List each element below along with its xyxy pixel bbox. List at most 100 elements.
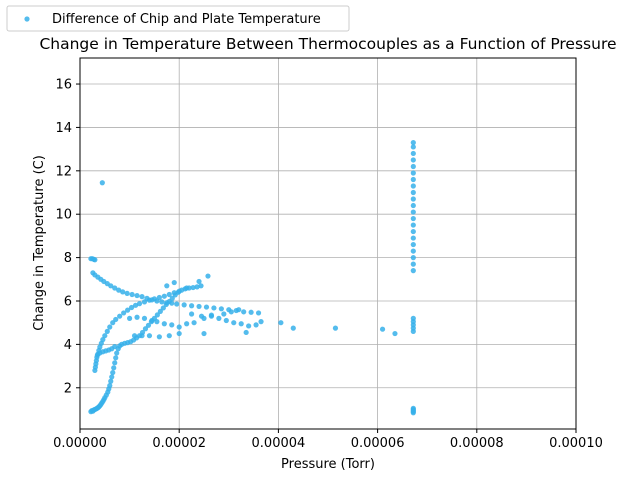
data-point bbox=[164, 300, 170, 306]
data-point bbox=[166, 291, 172, 298]
data-point bbox=[410, 209, 416, 215]
data-point bbox=[203, 304, 210, 310]
data-point bbox=[410, 222, 416, 228]
data-point bbox=[191, 320, 197, 326]
legend-label: Difference of Chip and Plate Temperature bbox=[52, 12, 321, 27]
data-point bbox=[112, 285, 118, 291]
data-point bbox=[189, 303, 195, 309]
data-point bbox=[410, 176, 416, 183]
data-point bbox=[236, 307, 242, 313]
x-tick-label: 0.00008 bbox=[450, 436, 504, 451]
data-point bbox=[379, 326, 386, 332]
data-point bbox=[114, 350, 120, 356]
data-point bbox=[176, 324, 182, 330]
data-point bbox=[129, 291, 135, 298]
data-point bbox=[184, 321, 190, 327]
y-tick-label: 14 bbox=[55, 121, 72, 136]
x-tick-label: 0.00004 bbox=[252, 436, 306, 451]
y-tick-label: 2 bbox=[64, 381, 72, 396]
data-point bbox=[189, 311, 195, 317]
data-point bbox=[108, 378, 114, 384]
data-point bbox=[221, 311, 227, 317]
data-point bbox=[166, 333, 172, 339]
data-point bbox=[205, 273, 211, 279]
data-point bbox=[410, 261, 416, 267]
data-point bbox=[290, 325, 296, 331]
data-point bbox=[255, 310, 262, 316]
data-point bbox=[120, 289, 126, 295]
data-point bbox=[113, 355, 119, 361]
data-point bbox=[171, 279, 177, 286]
data-point bbox=[174, 301, 180, 307]
data-point bbox=[112, 343, 118, 350]
data-point bbox=[228, 309, 234, 315]
data-point bbox=[410, 163, 416, 170]
data-point bbox=[124, 290, 130, 296]
x-axis-ticks: 0.00000 0.00002 0.00004 0.00006 0.00008 0.000… bbox=[53, 429, 603, 451]
data-point bbox=[154, 319, 160, 325]
data-point bbox=[410, 202, 416, 209]
data-point bbox=[332, 325, 339, 331]
data-point bbox=[208, 312, 215, 318]
data-point bbox=[156, 334, 162, 340]
data-point bbox=[248, 309, 254, 315]
data-point bbox=[410, 248, 416, 254]
y-axis-label: Change in Temperature (C) bbox=[32, 155, 47, 331]
data-point bbox=[111, 365, 117, 371]
data-point bbox=[117, 313, 123, 319]
data-point bbox=[169, 295, 175, 301]
data-points bbox=[88, 140, 416, 416]
data-point bbox=[176, 330, 182, 337]
data-point bbox=[201, 330, 207, 337]
data-point bbox=[410, 228, 416, 235]
data-point bbox=[149, 317, 155, 324]
data-point bbox=[410, 183, 416, 189]
data-point bbox=[149, 297, 155, 303]
data-point bbox=[238, 321, 244, 327]
y-tick-label: 16 bbox=[55, 78, 72, 93]
data-point bbox=[216, 315, 222, 321]
data-point bbox=[218, 306, 224, 312]
data-point bbox=[231, 320, 237, 326]
x-tick-label: 0.00002 bbox=[152, 436, 206, 451]
data-point bbox=[198, 283, 204, 289]
data-point bbox=[278, 320, 284, 326]
data-point bbox=[171, 290, 177, 296]
data-point bbox=[128, 304, 135, 311]
data-point bbox=[121, 310, 127, 316]
legend: Difference of Chip and Plate Temperature bbox=[6, 5, 350, 32]
data-point bbox=[410, 189, 416, 196]
x-tick-label: 0.00000 bbox=[53, 436, 107, 451]
data-point bbox=[142, 326, 149, 332]
grid-lines bbox=[79, 58, 577, 429]
data-point bbox=[243, 329, 249, 336]
data-point bbox=[410, 157, 416, 163]
data-point bbox=[134, 314, 140, 320]
data-point bbox=[258, 319, 264, 325]
data-point bbox=[132, 302, 139, 308]
data-point bbox=[131, 333, 138, 339]
data-point bbox=[161, 293, 167, 299]
data-point bbox=[146, 333, 153, 339]
data-point bbox=[181, 302, 187, 308]
y-tick-label: 4 bbox=[64, 338, 72, 353]
data-point bbox=[110, 369, 116, 376]
plot-area-frame bbox=[79, 57, 577, 430]
data-point bbox=[141, 315, 148, 321]
data-point bbox=[246, 323, 252, 329]
data-point bbox=[116, 287, 122, 293]
data-point bbox=[113, 316, 119, 323]
data-point bbox=[196, 278, 202, 285]
data-point bbox=[410, 196, 416, 202]
data-point bbox=[241, 309, 247, 315]
data-point bbox=[160, 305, 166, 311]
data-point bbox=[190, 284, 196, 291]
x-axis-label: Pressure (Torr) bbox=[281, 457, 375, 472]
data-point bbox=[125, 307, 131, 313]
data-point bbox=[410, 144, 416, 150]
data-point bbox=[112, 360, 118, 366]
data-point bbox=[169, 322, 175, 328]
data-point bbox=[410, 140, 416, 146]
data-point bbox=[92, 257, 98, 263]
data-point bbox=[100, 337, 106, 343]
